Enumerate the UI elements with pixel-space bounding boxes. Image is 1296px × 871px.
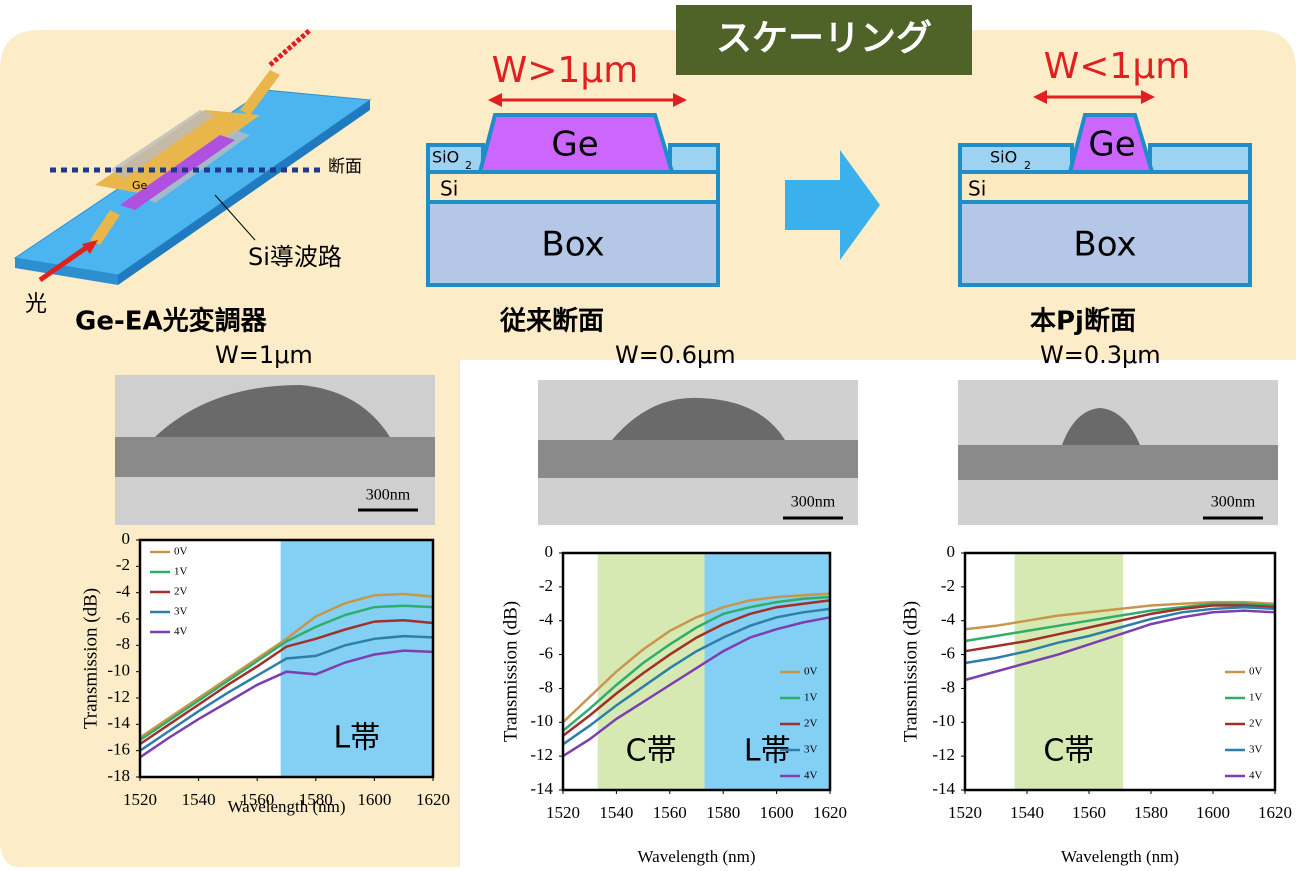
y-tick-label: 0 [545, 542, 554, 561]
y-tick-label: -2 [941, 576, 955, 595]
legend-label: 1V [174, 566, 188, 578]
sio2-label: SiO [990, 148, 1017, 167]
legend-label: 2V [804, 718, 818, 730]
y-tick-label: -6 [116, 608, 130, 627]
legend-label: 3V [804, 744, 818, 756]
legend-label: 3V [1249, 744, 1263, 756]
y-tick-label: -12 [932, 745, 955, 764]
y-axis-label: Transmission (dB) [500, 601, 521, 742]
section-width: W=0.6μm [615, 341, 736, 369]
y-tick-label: -6 [539, 643, 553, 662]
sio2-sub: 2 [1024, 159, 1031, 172]
x-tick-label: 1620 [813, 803, 847, 822]
scale-label: 300nm [1211, 494, 1256, 511]
y-tick-label: -10 [530, 711, 553, 730]
y-tick-label: -18 [107, 766, 130, 785]
y-tick-label: -14 [530, 779, 553, 798]
y-axis-label: Transmission (dB) [900, 601, 921, 742]
figure: スケーリング 断面 Ge Si導波路 光 Ge-EA光変調器 W=1μm W>1… [0, 0, 1296, 867]
scale-label: 300nm [791, 494, 836, 511]
y-tick-label: -10 [932, 711, 955, 730]
x-tick-label: 1560 [653, 803, 687, 822]
x-axis-label: Wavelength (nm) [637, 847, 755, 866]
box-label: Box [541, 225, 604, 265]
sio2-sub: 2 [465, 159, 472, 172]
legend-label: 0V [174, 546, 188, 558]
x-axis-label: Wavelength (nm) [227, 797, 345, 816]
legend-label: 0V [1249, 666, 1263, 678]
x-tick-label: 1600 [1196, 803, 1230, 822]
x-tick-label: 1540 [1010, 803, 1044, 822]
legend-label: 1V [804, 692, 818, 704]
y-tick-label: -14 [932, 779, 955, 798]
y-tick-label: -8 [116, 634, 130, 653]
x-tick-label: 1520 [123, 790, 157, 809]
x-tick-label: 1620 [1258, 803, 1292, 822]
section-label: 断面 [328, 157, 362, 177]
x-tick-label: 1600 [357, 790, 391, 809]
y-tick-label: -2 [116, 555, 130, 574]
box-label: Box [1073, 225, 1136, 265]
y-tick-label: -2 [539, 576, 553, 595]
y-tick-label: -12 [530, 745, 553, 764]
si-label: Si [968, 177, 986, 201]
legend-label: 2V [1249, 718, 1263, 730]
legend-label: 4V [1249, 770, 1263, 782]
legend-label: 0V [804, 666, 818, 678]
y-tick-label: -4 [116, 582, 131, 601]
section-width: W=0.3μm [1040, 341, 1161, 369]
legend-label: 3V [174, 606, 188, 618]
scale-label: 300nm [366, 487, 411, 504]
band-label: C帯 [626, 734, 677, 769]
sio2-label: SiO [432, 148, 459, 167]
legend-label: 1V [1249, 692, 1263, 704]
ge-label: Ge [551, 125, 598, 165]
x-axis-label: Wavelength (nm) [1061, 847, 1179, 866]
band-label: C帯 [1043, 734, 1094, 769]
y-tick-label: -6 [941, 643, 955, 662]
y-tick-label: -16 [107, 740, 130, 759]
y-tick-label: 0 [122, 529, 131, 548]
width-label: W<1μm [1044, 46, 1191, 87]
x-tick-label: 1540 [182, 790, 216, 809]
y-axis-label: Transmission (dB) [80, 588, 101, 729]
light-label: 光 [25, 292, 47, 317]
waveguide-label: Si導波路 [248, 243, 342, 271]
title: スケーリング [716, 18, 932, 59]
y-tick-label: -8 [539, 677, 553, 696]
y-tick-label: -4 [941, 610, 956, 629]
x-tick-label: 1560 [1072, 803, 1106, 822]
legend-label: 4V [174, 626, 188, 638]
section-name: 本Pj断面 [1030, 306, 1136, 337]
si-label: Si [440, 177, 458, 201]
x-tick-label: 1580 [1134, 803, 1168, 822]
y-tick-label: -4 [539, 610, 554, 629]
legend-label: 4V [804, 770, 818, 782]
width-label: W>1μm [492, 50, 639, 91]
section-name: 従来断面 [499, 306, 604, 337]
band-label: L帯 [333, 721, 380, 756]
legend-label: 2V [174, 586, 188, 598]
x-tick-label: 1600 [760, 803, 794, 822]
x-tick-label: 1520 [948, 803, 982, 822]
ge-label: Ge [132, 179, 148, 192]
y-tick-label: -12 [107, 687, 130, 706]
device-width: W=1μm [215, 341, 313, 369]
y-tick-label: -8 [941, 677, 955, 696]
y-tick-label: -14 [107, 713, 130, 732]
x-tick-label: 1580 [706, 803, 740, 822]
x-tick-label: 1540 [599, 803, 633, 822]
y-tick-label: -10 [107, 661, 130, 680]
y-tick-label: 0 [947, 542, 956, 561]
x-tick-label: 1520 [546, 803, 580, 822]
device-name: Ge-EA光変調器 [75, 306, 268, 337]
ge-label: Ge [1088, 125, 1135, 165]
x-tick-label: 1620 [416, 790, 450, 809]
